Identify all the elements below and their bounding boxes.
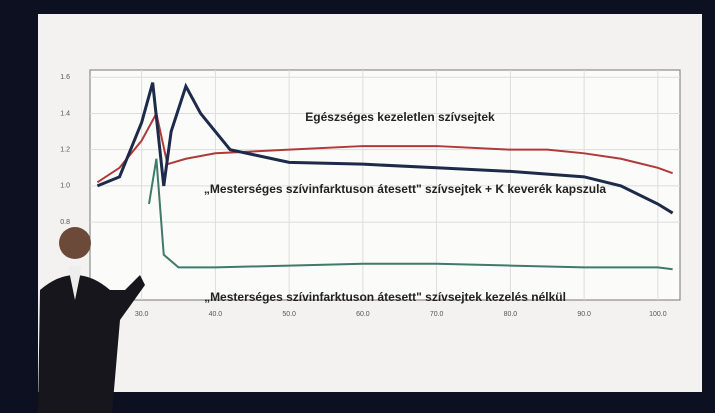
- y-tick-label: 1.0: [60, 183, 70, 190]
- x-tick-label: 40.0: [209, 311, 223, 318]
- x-tick-label: 50.0: [282, 311, 296, 318]
- series-line: [96, 110, 673, 184]
- x-tick-label: 80.0: [504, 311, 518, 318]
- y-tick-label: 1.4: [60, 110, 70, 117]
- plot-area: [89, 69, 681, 301]
- x-tick-label: 90.0: [577, 311, 591, 318]
- series-label: „Mesterséges szívinfarktuson átesett" sz…: [204, 182, 607, 196]
- presenter-body: [38, 275, 145, 413]
- series-label: „Mesterséges szívinfarktuson átesett" sz…: [204, 290, 566, 304]
- series-line: [148, 158, 673, 271]
- presenter-head: [59, 227, 91, 259]
- presenter-shirt: [68, 266, 82, 300]
- series-line: [96, 82, 674, 215]
- x-tick-label: 100.0: [649, 311, 667, 318]
- y-tick-label: 1.6: [60, 74, 70, 81]
- x-tick-label: 60.0: [356, 311, 370, 318]
- x-tick-label: 30.0: [135, 311, 149, 318]
- presenter: [38, 227, 145, 413]
- plot: 0.8 1.0 1.2 1.4 1.6 30.0 40.0 50.0 60.0 70.0 80.0 9…: [60, 70, 680, 318]
- x-tick-label: 70.0: [430, 311, 444, 318]
- y-tick-label: 1.2: [60, 147, 70, 154]
- series-label: Egészséges kezeletlen szívsejtek: [305, 110, 495, 124]
- y-tick-label: 0.8: [60, 219, 70, 226]
